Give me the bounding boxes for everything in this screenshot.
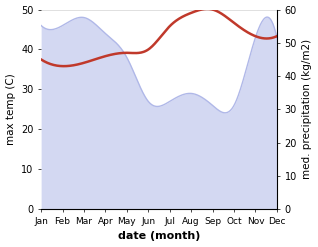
X-axis label: date (month): date (month)	[118, 231, 200, 242]
Y-axis label: med. precipitation (kg/m2): med. precipitation (kg/m2)	[302, 39, 313, 180]
Y-axis label: max temp (C): max temp (C)	[5, 74, 16, 145]
